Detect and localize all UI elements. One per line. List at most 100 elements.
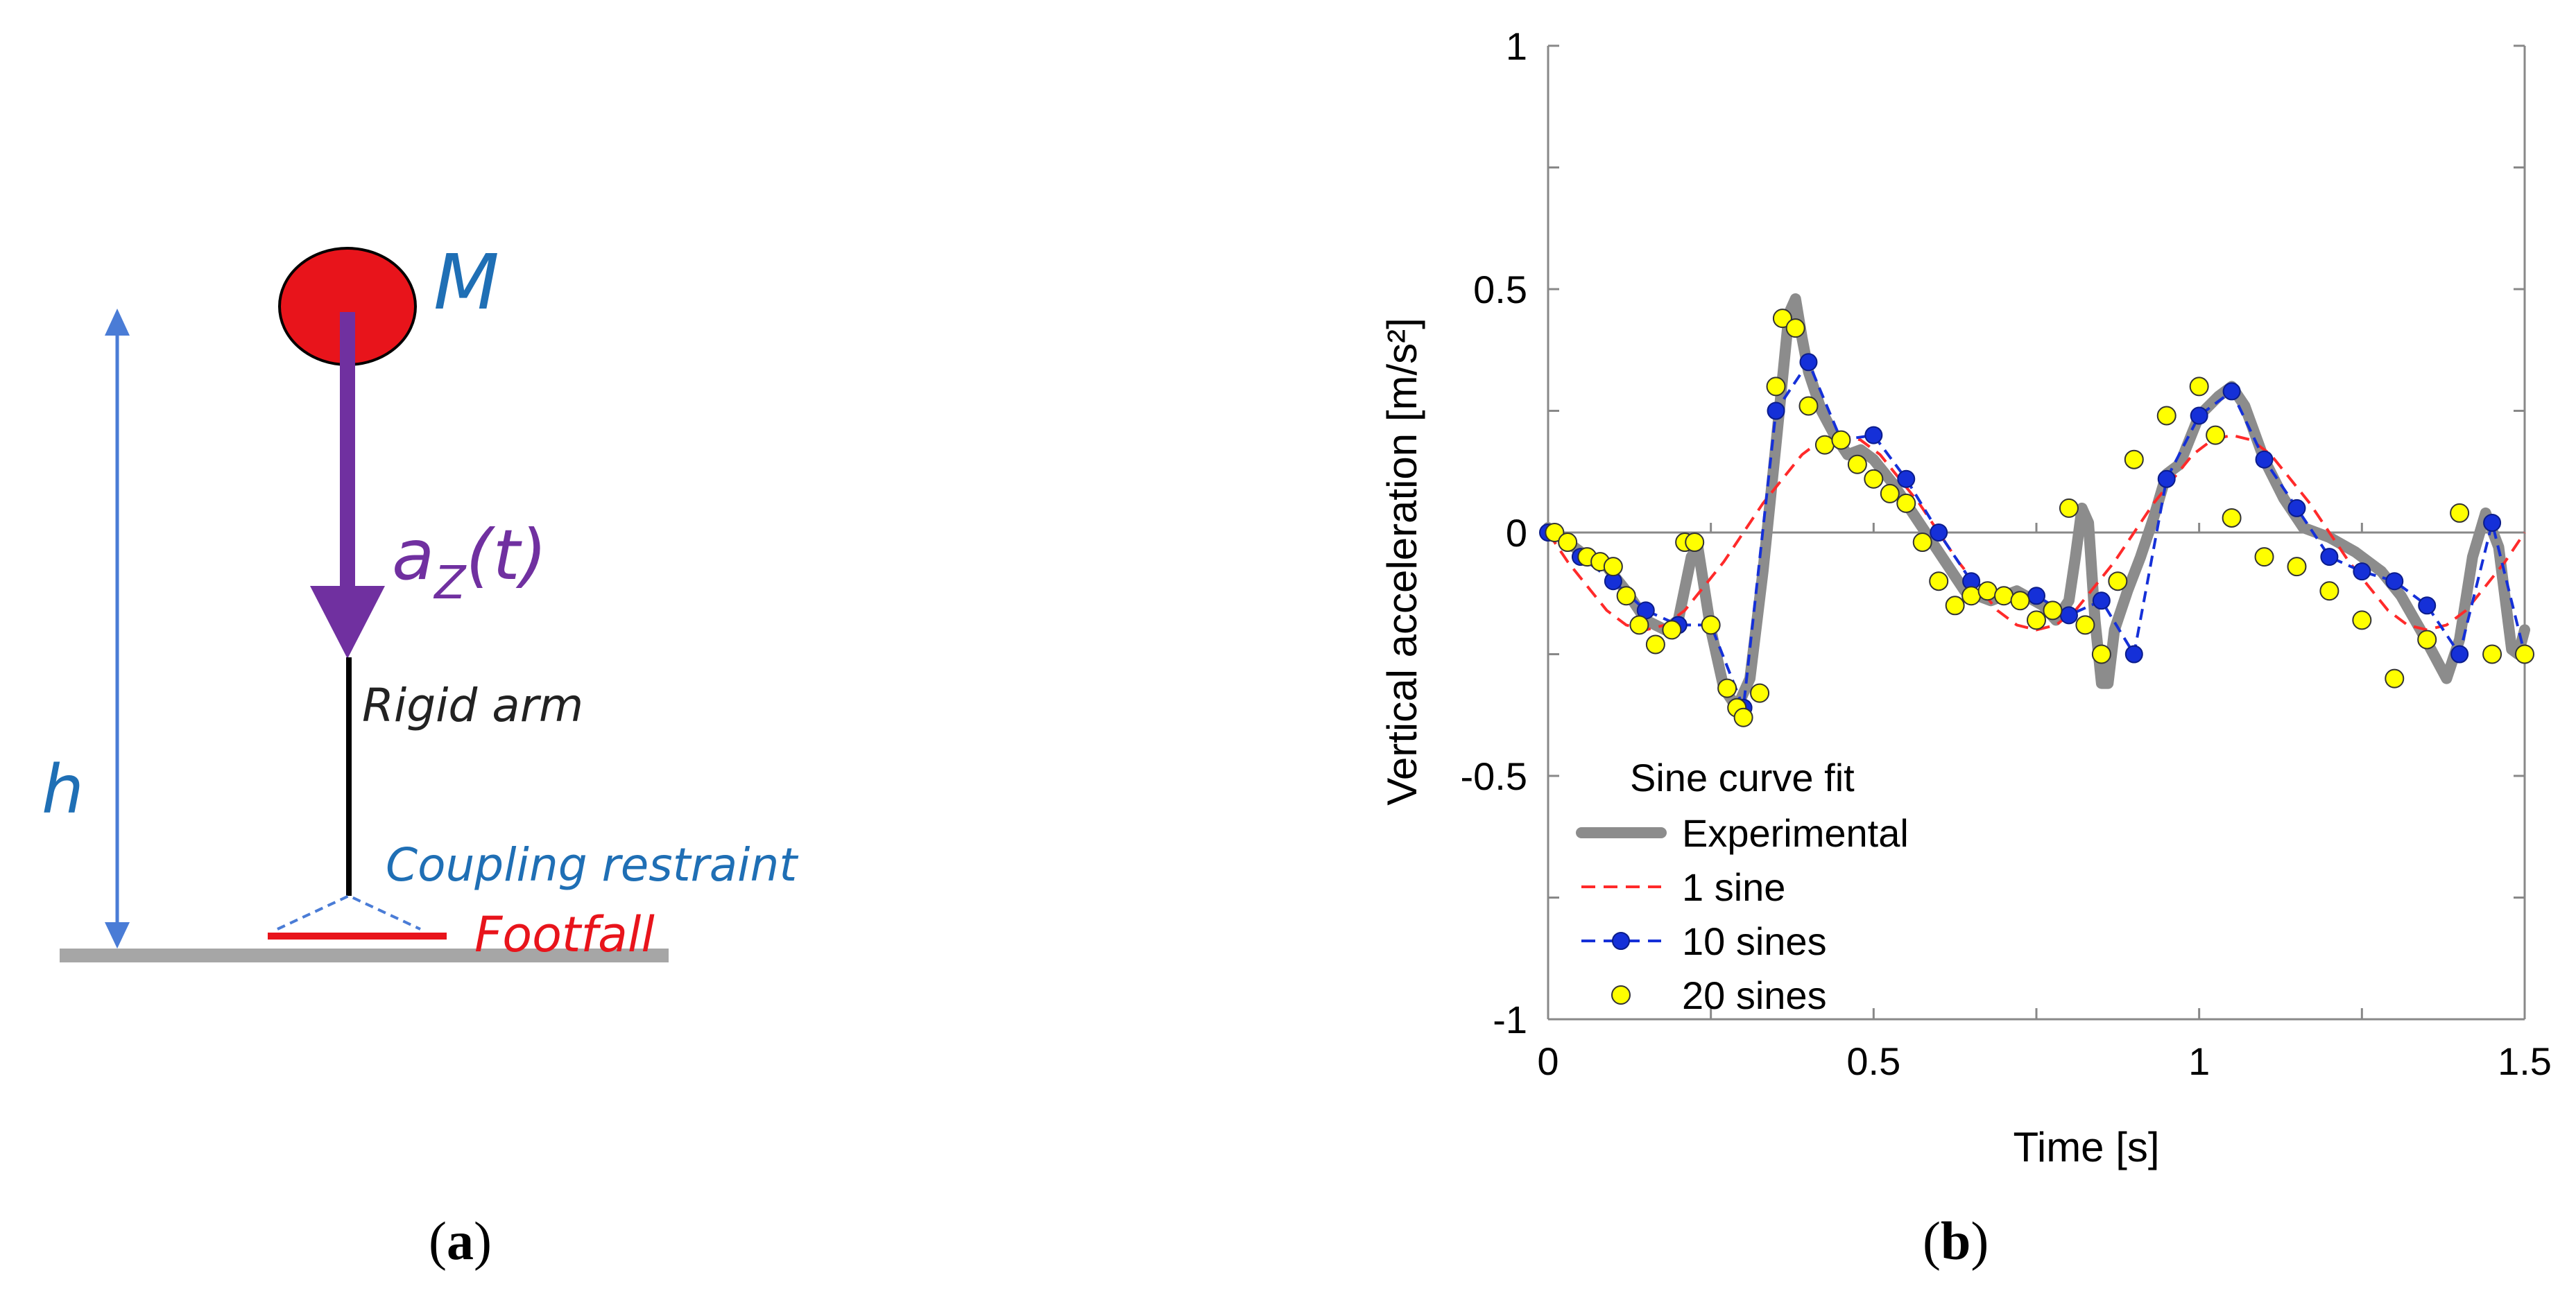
series-10-sines-point [2190,406,2208,425]
series-20-sines-point [1880,483,1900,503]
series-20-sines-point [1772,309,1792,329]
coupling-restraint-triangle [277,894,421,931]
series-20-sines-point [1864,469,1884,489]
series-10-sines-point [1767,401,1785,420]
series-20-sines-point [2156,406,2176,426]
y-axis-label: Vertical acceleration [m/s²] [1379,318,1425,806]
series-10-sines-point [2059,606,2078,625]
series-1-sine-line [1547,433,2526,632]
panel-b-chart: -1 -0.5 0 0.5 1 0 0.5 1 1.5 Time [s] Vertical ac… [1379,24,2552,1271]
series-10-sines-point [2418,596,2437,615]
series-10-sines-point [1897,469,1916,488]
series-20-sines-point [1645,634,1665,655]
series-20-sines-point [2319,581,2339,601]
panel-a-caption-letter: a [447,1211,474,1271]
y-tick-label: -0.5 [1461,754,1528,798]
panel-a-caption: (a) [429,1211,492,1271]
series-20-sines-point [1701,615,1721,635]
series-20-sines-point [1929,571,1949,591]
series-20-sines-point [2385,668,2405,689]
series-10-sines-point [2092,591,2111,610]
x-tick-label: 1.5 [2498,1039,2552,1083]
series-10-sines-point [2255,450,2274,469]
y-tick-label: 0.5 [1473,268,1527,311]
height-arrow-bottom-icon [105,922,130,949]
series-20-sines-point [2091,644,2111,664]
mass-label: M [433,238,499,327]
series-20-sines-point [1912,533,1932,553]
footfall-label: Footfall [474,906,655,963]
series-20-sines-point [1847,454,1867,474]
series-10-sines-point [2385,572,2404,591]
ground-line [60,949,669,962]
series-20-sines-point [2010,591,2030,611]
series-10-sines-point [2320,548,2339,566]
series-20-sines-point [1662,620,1682,640]
series-20-sines-point [1558,533,1578,553]
series-20-sines-point [2417,630,2437,650]
series-10-sines-point [2027,587,2045,605]
acceleration-label: aZ(t) [392,514,547,609]
legend-experimental-label: Experimental [1682,811,1909,855]
panel-b-caption-open: ( [1923,1211,1941,1271]
series-10-sines-point [1930,523,1948,542]
series-experimental-line [1543,293,2530,713]
panel-b-caption-close: ) [1970,1211,1989,1271]
legend-title: Sine curve fit [1630,756,1855,799]
series-20-sines-point [1750,683,1770,703]
series-20-sines-point [2108,571,2128,591]
series-20-sines-point [2043,600,2063,621]
acceleration-label-main: a [392,514,434,596]
legend-10-sines-marker [1612,932,1630,950]
rigid-arm-label: Rigid arm [362,679,583,732]
series-10-sines-point [2287,499,2306,517]
series-20-sines-point [2059,498,2079,518]
series-20-sines-point [2075,615,2095,635]
series-20-sines-point [2515,644,2534,664]
acceleration-label-sub: Z [433,556,467,609]
series-20-sines-point [1961,586,1982,606]
panel-b-caption: (b) [1923,1211,1989,1271]
y-tick-label: -1 [1493,998,1527,1041]
series-20-sines-point [1785,318,1805,338]
series-10-sines-point [1864,426,1883,444]
x-tick-label: 1 [2188,1039,2210,1083]
series-20-sines-point [2254,547,2274,567]
series-20-sines-point [1994,586,2014,606]
series-10-sines-point [2157,469,2176,488]
series-20-sines-point [1814,435,1835,455]
legend-20-sines-label: 20 sines [1682,974,1827,1017]
series-20-sines-point [2450,503,2470,523]
series-10-sines-point [2450,645,2469,664]
series-20-sines-point [1717,678,1737,698]
series-20-sines-point [2287,557,2307,577]
series-20-sines-point [1766,377,1786,397]
series-20-sines-point [1685,533,1705,553]
series-20-sines-point [1603,557,1623,577]
series-20-sines-point [2482,644,2502,664]
acceleration-label-tail: (t) [466,514,547,596]
panel-a-caption-close: ) [474,1211,492,1271]
series-20-sines-point [2027,610,2046,630]
y-tick-label: 0 [1506,511,1527,555]
chart-legend: Sine curve fit Experimental 1 sine 10 si… [1576,756,1909,1017]
series-20-sines-point [1945,596,1965,616]
series-10-sines-point [2124,645,2143,664]
coupling-label: Coupling restraint [386,838,798,892]
series-20-sines-point [2189,377,2209,397]
series-10-sines-point [2483,513,2502,532]
series-20-sines-point [1896,493,1916,513]
height-label: h [42,751,84,829]
series-20-sines-point [1545,523,1565,542]
series-20-sines-point [1831,430,1851,450]
series-20-sines-point [1798,396,1819,416]
height-arrow-top-icon [105,309,130,336]
series-20-sines-point [1629,615,1649,635]
x-tick-label: 0 [1537,1039,1559,1083]
legend-1-sine-label: 1 sine [1682,865,1785,909]
legend-20-sines-marker [1611,985,1631,1005]
panel-b-caption-letter: b [1941,1211,1970,1271]
series-20-sines-point [1977,581,1998,601]
series-20-sines-point [2206,425,2226,445]
